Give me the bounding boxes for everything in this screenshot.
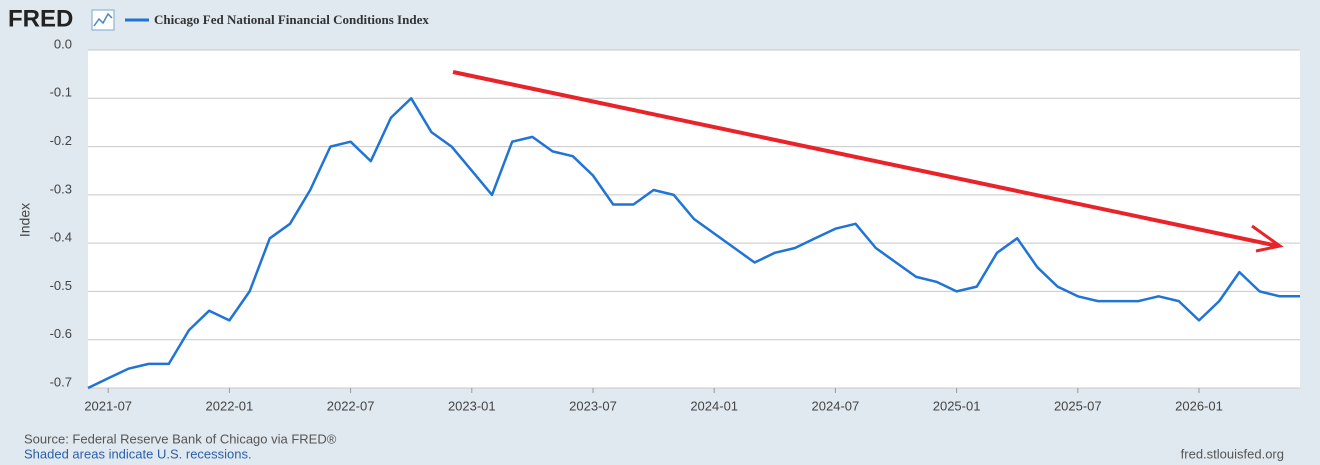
y-axis-label: Index bbox=[17, 203, 33, 237]
x-tick-label: 2026-01 bbox=[1175, 398, 1223, 413]
y-tick-label: -0.1 bbox=[50, 85, 72, 100]
x-tick-label: 2023-07 bbox=[569, 398, 617, 413]
y-tick-label: -0.6 bbox=[50, 326, 72, 341]
x-tick-label: 2023-01 bbox=[448, 398, 496, 413]
x-tick-label: 2022-07 bbox=[327, 398, 375, 413]
source: Source: Federal Reserve Bank of Chicago … bbox=[24, 431, 337, 446]
legend-label: Chicago Fed National Financial Condition… bbox=[154, 12, 429, 27]
x-tick-label: 2024-01 bbox=[690, 398, 738, 413]
brand-logo[interactable]: FRED bbox=[8, 5, 73, 32]
y-tick-label: -0.5 bbox=[50, 278, 72, 293]
x-tick-label: 2022-01 bbox=[206, 398, 254, 413]
x-tick-label: 2025-07 bbox=[1054, 398, 1102, 413]
y-tick-label: -0.3 bbox=[50, 181, 72, 196]
x-tick-label: 2025-01 bbox=[933, 398, 981, 413]
y-tick-label: -0.4 bbox=[50, 230, 72, 245]
x-tick-label: 2021-07 bbox=[84, 398, 132, 413]
series-line bbox=[87, 97, 1300, 390]
y-tick-label: -0.7 bbox=[50, 374, 72, 389]
logo-icon bbox=[91, 9, 115, 31]
y-tick-label: 0.0 bbox=[54, 36, 72, 51]
url[interactable]: fred.stlouisfed.org bbox=[1181, 446, 1284, 461]
annotation-arrow bbox=[452, 70, 1284, 253]
x-tick-label: 2024-07 bbox=[812, 398, 860, 413]
y-tick-label: -0.2 bbox=[50, 133, 72, 148]
recession-note[interactable]: Shaded areas indicate U.S. recessions. bbox=[24, 446, 252, 461]
